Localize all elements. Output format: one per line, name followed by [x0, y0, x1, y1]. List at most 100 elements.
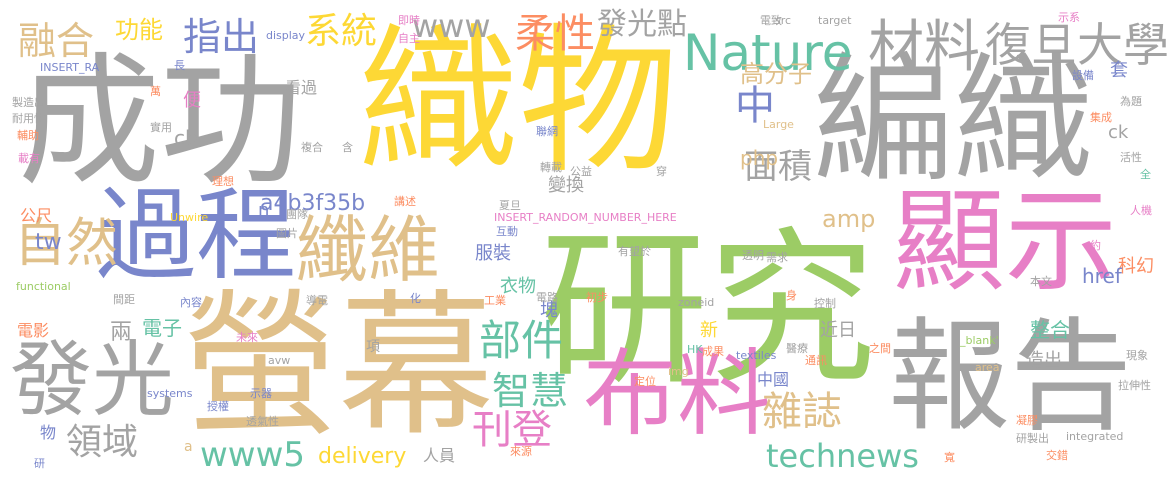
- word: 研: [34, 457, 45, 470]
- word: 科幻: [1118, 256, 1154, 277]
- word: 複合: [301, 141, 323, 154]
- word: 實用: [150, 121, 172, 134]
- word: 凝膠: [1016, 414, 1038, 427]
- word: php: [740, 146, 779, 170]
- word: www5: [200, 435, 306, 475]
- word: 初步: [586, 291, 608, 304]
- word: 透氣性: [246, 415, 279, 428]
- word: 穿: [656, 165, 667, 178]
- word: 塊: [540, 300, 558, 321]
- word: 中: [735, 83, 775, 129]
- word: 看過: [285, 78, 318, 97]
- word: 兩: [110, 320, 133, 345]
- word: 過程: [96, 177, 296, 294]
- word: 編織: [813, 40, 1094, 203]
- word: 集成: [1090, 111, 1112, 124]
- word: target: [818, 14, 852, 27]
- word: 便: [183, 90, 201, 111]
- word: zoneid: [678, 296, 715, 309]
- word: 需求: [766, 251, 788, 264]
- word: 指出: [183, 15, 260, 59]
- word: 融合: [18, 19, 95, 63]
- word: 發光: [10, 333, 175, 428]
- word: 設備: [1072, 69, 1094, 82]
- word: 系統: [305, 11, 378, 52]
- word: systems: [147, 387, 193, 400]
- word: _blank': [960, 334, 999, 347]
- word: 顯示: [893, 177, 1117, 307]
- word: 來源: [510, 445, 532, 458]
- word: 新: [700, 320, 718, 341]
- word: 透明: [742, 249, 764, 262]
- word: cb: [174, 126, 198, 150]
- word: area: [975, 361, 1000, 374]
- word: 工業: [484, 294, 506, 307]
- word: 物: [40, 423, 57, 442]
- word: n: [258, 200, 270, 221]
- word: 復旦大學: [985, 18, 1169, 72]
- word: 中國: [757, 370, 790, 389]
- word: INSERT_RA: [40, 61, 100, 74]
- word: Nature: [683, 24, 853, 82]
- word: textiles: [736, 349, 777, 362]
- word: 載有: [18, 152, 40, 165]
- word: a4b3f35b: [260, 191, 366, 216]
- word: 成果: [702, 345, 724, 358]
- word: 約: [1090, 239, 1101, 252]
- word: 電子: [142, 316, 182, 340]
- word: 公益: [570, 165, 592, 178]
- word: 螢幕: [182, 275, 494, 457]
- word: 整合: [1030, 318, 1070, 342]
- word: ck: [1108, 122, 1129, 143]
- word: 理想: [212, 175, 234, 188]
- word: 間距: [113, 293, 135, 306]
- word: 發光點: [597, 7, 687, 42]
- word: 交錯: [1046, 449, 1068, 462]
- word: 研究: [540, 212, 876, 408]
- word: functional: [16, 280, 71, 293]
- word: amp: [822, 205, 876, 233]
- word: 本文: [1030, 275, 1052, 288]
- word: 身: [786, 289, 797, 302]
- word: 長: [174, 59, 185, 72]
- word: 有望於: [618, 245, 651, 258]
- word: 功能: [115, 16, 163, 44]
- word: href: [1082, 264, 1122, 288]
- word: avw: [268, 354, 291, 367]
- word: 項: [366, 339, 380, 355]
- word: 萬: [150, 85, 161, 98]
- word: 醫療: [786, 342, 808, 355]
- word: 自然: [14, 214, 119, 274]
- word: 公尺: [20, 206, 53, 225]
- word: 人機: [1130, 204, 1152, 217]
- word: 雜誌: [762, 389, 842, 435]
- word: integrated: [1066, 430, 1124, 443]
- word: 講述: [394, 195, 416, 208]
- word: 變換: [548, 175, 584, 196]
- word: 互動: [496, 225, 518, 238]
- word: 授權: [207, 400, 229, 413]
- word: 含: [342, 141, 353, 154]
- word: 耐用性: [12, 112, 45, 125]
- word: display: [266, 29, 306, 42]
- word: 電路: [536, 291, 558, 304]
- word: 自主: [398, 32, 420, 45]
- word: 全: [1140, 168, 1151, 181]
- word: 電致: [760, 14, 782, 27]
- word: 內容: [180, 296, 202, 309]
- word: 纖維: [296, 208, 441, 292]
- word: src: [775, 14, 792, 27]
- word: 製造出: [12, 96, 45, 109]
- word: technews: [766, 437, 919, 475]
- word: 電影: [17, 321, 50, 340]
- word: 示器: [250, 387, 272, 400]
- word: 團隊: [286, 208, 308, 221]
- word: 示系: [1058, 11, 1080, 24]
- word: 聯網: [536, 125, 558, 138]
- word: 研製出: [1016, 432, 1049, 445]
- word: 面積: [744, 147, 812, 187]
- word: 拉伸性: [1118, 379, 1151, 392]
- word: 材料: [868, 15, 980, 80]
- word: 現象: [1126, 349, 1148, 362]
